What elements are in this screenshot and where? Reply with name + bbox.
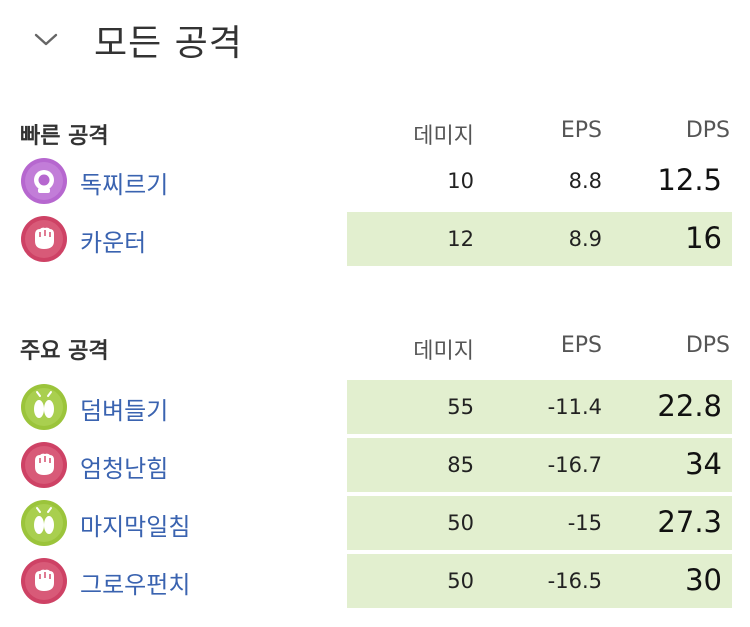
move-row: 카운터 12 8.9 16 [20, 212, 732, 266]
eps-value: 8.8 [568, 169, 602, 193]
fighting-type-icon [20, 215, 68, 263]
move-row: 덤벼들기 55 -11.4 22.8 [20, 380, 732, 434]
section-header[interactable]: 모든 공격 [30, 10, 243, 70]
dps-value: 34 [685, 447, 722, 481]
charged-attacks-label: 주요 공격 [20, 339, 109, 364]
dps-value: 27.3 [657, 505, 722, 539]
damage-value: 50 [447, 569, 474, 593]
column-damage-header: 데미지 [413, 124, 474, 149]
dps-value: 12.5 [657, 163, 722, 197]
bug-type-icon [20, 383, 68, 431]
bug-type-icon [20, 499, 68, 547]
damage-value: 50 [447, 511, 474, 535]
column-dps-header: DPS [685, 118, 730, 143]
column-damage-header: 데미지 [413, 339, 474, 364]
eps-value: -15 [567, 511, 602, 535]
move-row: 엄청난힘 85 -16.7 34 [20, 438, 732, 492]
move-link-megahorn[interactable]: 마지막일침 [80, 513, 191, 541]
fast-attacks-label: 빠른 공격 [20, 124, 109, 149]
damage-value: 85 [447, 453, 474, 477]
page-title: 모든 공격 [94, 23, 243, 64]
damage-value: 10 [447, 169, 474, 193]
chevron-down-icon[interactable] [30, 24, 62, 56]
row-highlight [347, 380, 732, 434]
move-link-lunge[interactable]: 덤벼들기 [80, 397, 169, 425]
fighting-type-icon [20, 441, 68, 489]
damage-value: 12 [447, 227, 474, 251]
eps-value: -16.5 [547, 569, 602, 593]
column-eps-header: EPS [560, 118, 602, 143]
eps-value: -11.4 [547, 395, 602, 419]
dps-value: 22.8 [657, 389, 722, 423]
fighting-type-icon [20, 557, 68, 605]
charged-attacks-header: 주요 공격 데미지 EPS DPS [20, 325, 732, 369]
dps-value: 30 [685, 563, 722, 597]
column-eps-header: EPS [560, 333, 602, 358]
fast-attacks-header: 빠른 공격 데미지 EPS DPS [20, 110, 732, 154]
move-row: 마지막일침 50 -15 27.3 [20, 496, 732, 550]
row-highlight [347, 496, 732, 550]
damage-value: 55 [447, 395, 474, 419]
move-link-power-up-punch[interactable]: 그로우펀치 [80, 571, 191, 599]
move-link-counter[interactable]: 카운터 [80, 229, 147, 257]
fast-attacks-section: 빠른 공격 데미지 EPS DPS 독찌르기 10 8.8 12.5 [20, 110, 732, 270]
move-row: 그로우펀치 50 -16.5 30 [20, 554, 732, 608]
eps-value: -16.7 [547, 453, 602, 477]
row-highlight [347, 212, 732, 266]
dps-value: 16 [685, 221, 722, 255]
move-link-poison-jab[interactable]: 독찌르기 [80, 171, 169, 199]
move-link-superpower[interactable]: 엄청난힘 [80, 455, 169, 483]
charged-attacks-section: 주요 공격 데미지 EPS DPS 덤벼들기 55 -11.4 22.8 [20, 325, 732, 612]
row-highlight [347, 438, 732, 492]
eps-value: 8.9 [568, 227, 602, 251]
column-dps-header: DPS [685, 333, 730, 358]
move-row: 독찌르기 10 8.8 12.5 [20, 154, 732, 208]
poison-type-icon [20, 157, 68, 205]
row-highlight [347, 554, 732, 608]
